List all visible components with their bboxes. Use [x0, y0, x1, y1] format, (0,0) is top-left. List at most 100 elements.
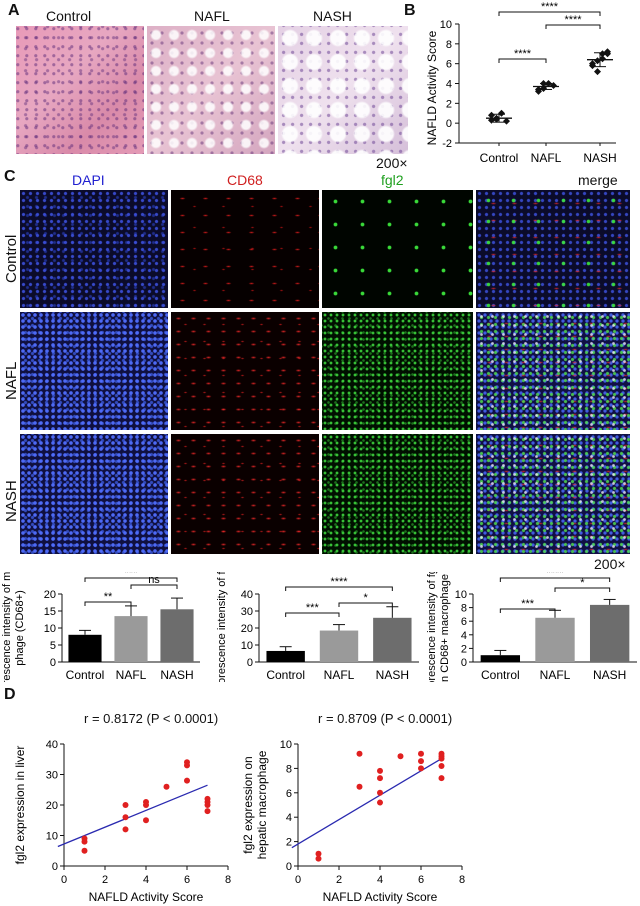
scatter-point	[163, 783, 170, 790]
channel-label-merge: merge	[578, 172, 618, 188]
if-control-cd68	[171, 190, 319, 308]
he-magnification: 200×	[376, 155, 408, 171]
bar	[535, 617, 575, 662]
scatter-ytick-label: 30	[46, 770, 58, 782]
scatter-xtick-label: 4	[377, 874, 383, 886]
scatter-xlabel: NAFLD Activity Score	[323, 890, 438, 904]
bar-chart-xtick-label: NASH	[160, 668, 193, 682]
bar-chart-ylabel: Fluorescence intensity of fgl2	[216, 572, 228, 682]
bar-chart-sig-bracket	[554, 587, 611, 592]
scatter-point	[143, 802, 149, 808]
bar-chart-ylabel-line: Fluorescence intensity of fgl2 i	[426, 572, 438, 682]
chart-b-ytick-label: -2	[442, 138, 452, 150]
he-label-nafl: NAFL	[194, 8, 230, 24]
chart-b-xtick-label: Control	[480, 151, 519, 165]
scatter-point	[377, 789, 383, 796]
scatter-xtick-label: 8	[459, 874, 465, 886]
panel-letter-d: D	[4, 686, 16, 703]
scatter-point	[315, 855, 322, 862]
scatter-ytick-label: 40	[46, 739, 58, 751]
channel-label-dapi: DAPI	[72, 172, 105, 188]
bar-chart-sig-label: *	[364, 592, 369, 604]
if-nash-fgl2	[322, 434, 473, 554]
bar-chart-ytick-label: 40	[241, 589, 253, 601]
scatter-point	[438, 775, 445, 782]
chart-b-ytick-label: 10	[440, 19, 452, 31]
bar-chart-ytick-label: 0	[461, 657, 467, 669]
if-control-merge	[476, 190, 630, 308]
chart-b-ytick-label: 4	[446, 79, 452, 91]
scatter-point	[143, 817, 149, 824]
chart-b-point	[594, 68, 601, 76]
scatter-ytick-label: 2	[286, 837, 292, 849]
bar-chart-xtick-label: NAFL	[540, 668, 571, 682]
bar-chart-sig-bracket	[499, 577, 611, 582]
scatter-ytick-label: 6	[286, 788, 292, 800]
bar-chart-xtick-label: NAFL	[324, 668, 355, 682]
nafld-score-chart: NAFLD Activity Score -2 0 2 4 6 8 10 Control NAF…	[425, 1, 617, 165]
chart-b-ytick-label: 2	[446, 98, 452, 110]
bar-chart-xtick-label: Control	[481, 668, 520, 682]
if-nash-dapi	[20, 434, 168, 554]
scatter-point	[122, 814, 129, 821]
chart-b-xtick-label: NASH	[583, 151, 616, 165]
chart-b-point	[503, 117, 510, 125]
chart-b-sig-bracket	[498, 11, 601, 16]
chart-b-ytick-label: 6	[446, 59, 452, 71]
bar-chart-ytick-label: 20	[241, 623, 253, 635]
scatter-point	[418, 765, 424, 772]
bar-chart-sig-label: ***	[521, 598, 535, 610]
panel-letter-c: C	[4, 168, 16, 185]
bar	[160, 609, 194, 662]
scatter-point	[184, 762, 190, 769]
bar-chart-sig-label: ****	[546, 572, 564, 579]
bar-chart-ylabel-line: Fluorescence intensity of fgl2	[216, 572, 228, 682]
scatter-macrophage: 0 2 4 6 8 10 0 2 4 6 8 NAFLD Activity Score fgl2 exp…	[241, 739, 465, 904]
if-nash-merge	[476, 434, 630, 554]
scatter-xtick-label: 2	[336, 874, 342, 886]
scatter-point	[377, 799, 383, 806]
scatter-ytick-label: 8	[286, 763, 292, 775]
chart-b-point	[604, 50, 611, 58]
bar	[114, 616, 148, 662]
chart-b-ytick-label: 8	[446, 39, 452, 51]
bar-chart-sig-label: ns	[148, 574, 160, 586]
bar-chart-ylabel-line: phage (CD68+)	[14, 590, 26, 666]
he-label-nash: NASH	[313, 8, 352, 24]
panel-letter-a: A	[8, 2, 20, 19]
if-nash-cd68	[171, 434, 319, 554]
channel-label-cd68: CD68	[227, 172, 263, 188]
scatter-point	[356, 750, 363, 757]
scatter-point	[81, 847, 88, 854]
bar-chart-ytick-label: 2	[461, 643, 467, 655]
bar-chart-ytick-label: 4	[461, 630, 467, 642]
scatter-ylabel-line: hepatic macrophage	[255, 750, 269, 859]
chart-b-point	[589, 60, 596, 68]
chart-b-point	[498, 109, 505, 117]
bar-chart-sig-bracket	[285, 586, 393, 591]
bar-chart-xtick-label: Control	[66, 668, 105, 682]
scatter-ylabel: fgl2 expression in liver	[13, 746, 27, 865]
regression-line	[57, 784, 208, 848]
scatter-point	[377, 775, 383, 782]
row-label-nash: NASH	[3, 480, 20, 522]
scatter-ytick-label: 0	[52, 861, 58, 873]
chart-b-point	[535, 85, 542, 93]
bar-chart-sig-label: ***	[125, 572, 139, 579]
scatter-point	[184, 777, 190, 784]
scatter-point	[122, 802, 129, 808]
scatter-point	[438, 762, 445, 769]
scatter-point	[356, 783, 363, 790]
bar-chart-xtick-label: NASH	[376, 668, 409, 682]
chart-b-point	[493, 115, 500, 123]
bar	[589, 604, 630, 662]
bar-chart-ytick-label: 20	[44, 589, 56, 601]
bar-chart-fgl2-macrophage: Fluorescence intensity of fgl2 in CD68+ …	[426, 572, 637, 682]
scatter-point	[438, 753, 445, 760]
bar-chart-ytick-label: 10	[44, 623, 56, 635]
scatter-xtick-label: 4	[143, 874, 149, 886]
bar-chart-sig-bracket	[499, 608, 556, 613]
chart-b-ylabel: NAFLD Activity Score	[425, 30, 439, 145]
bar	[68, 634, 102, 662]
if-control-dapi	[20, 190, 168, 308]
